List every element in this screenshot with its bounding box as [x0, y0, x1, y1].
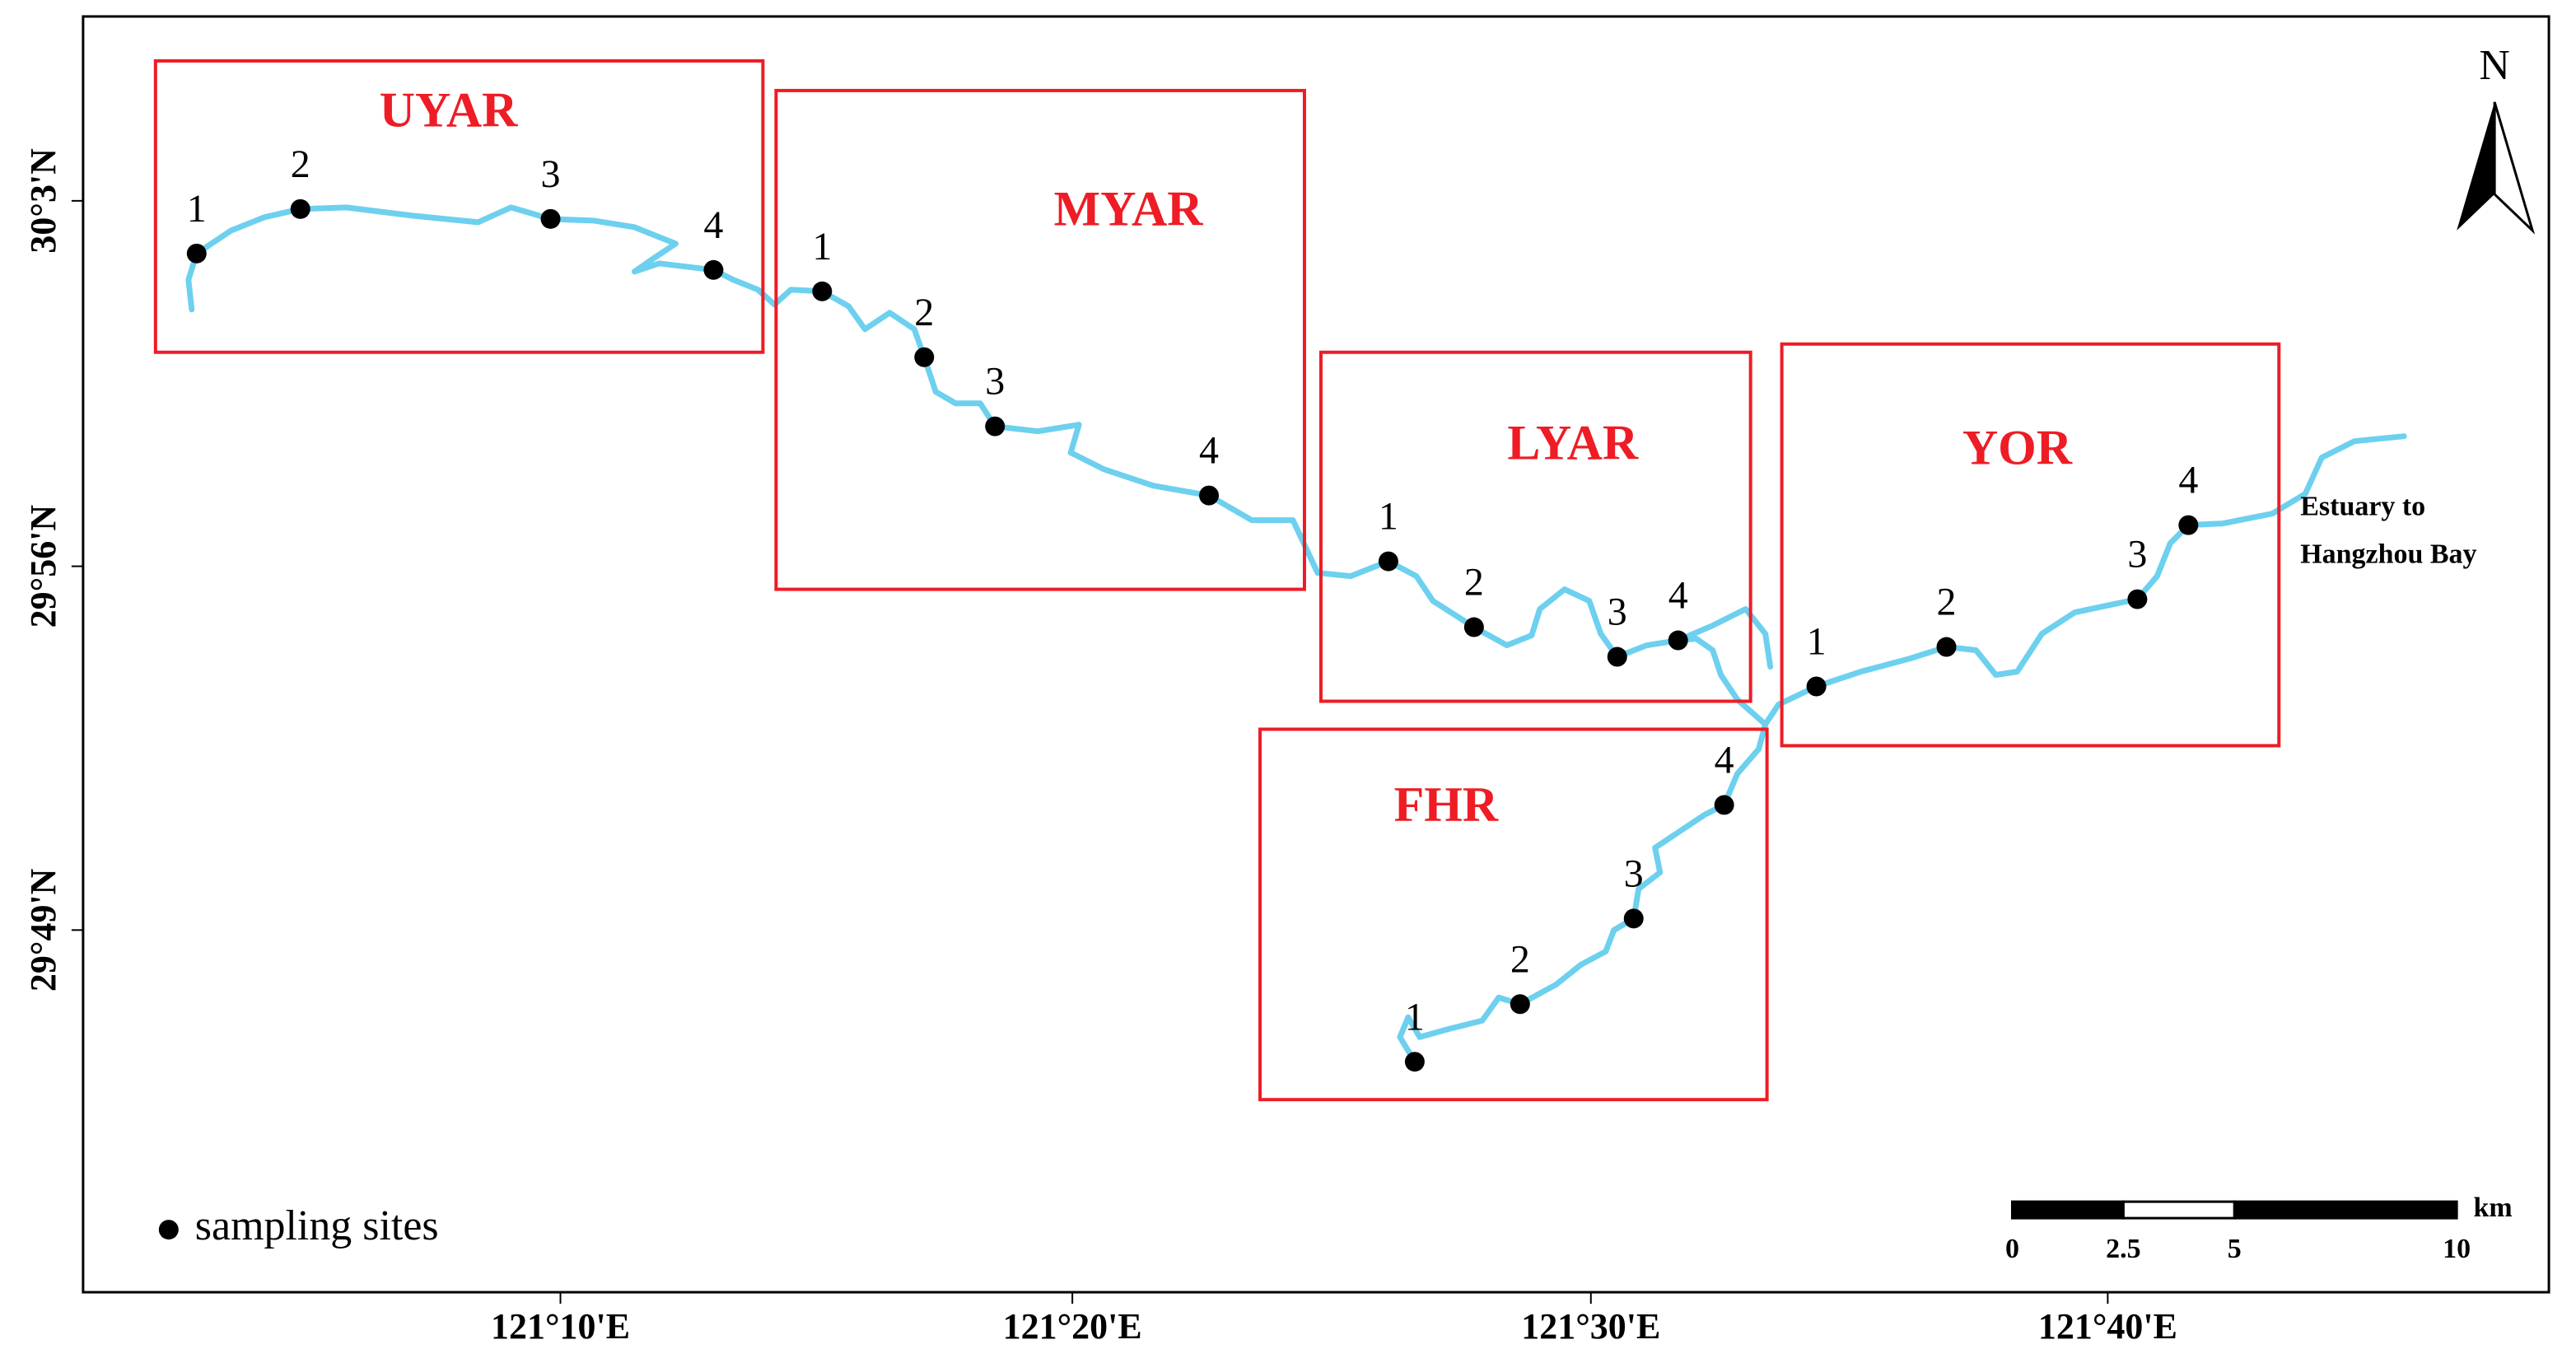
river-tributary — [1397, 636, 1769, 1065]
legend-label: sampling sites — [195, 1202, 439, 1249]
region-label: YOR — [1962, 420, 2073, 474]
region-box — [774, 88, 1306, 591]
region-box — [153, 58, 765, 354]
lon-label: 121°30'E — [1521, 1306, 1660, 1347]
region-label: MYAR — [1054, 182, 1204, 236]
site-label: 4 — [2178, 459, 2198, 502]
axes: 121°10'E 121°20'E 121°30'E 121°40'E 30°3'N 29… — [23, 148, 2177, 1347]
scale-unit: km — [2474, 1193, 2513, 1223]
sampling-site — [1404, 1052, 1425, 1072]
scale-tick-label: 10 — [2443, 1234, 2471, 1264]
site-label: 1 — [812, 225, 832, 268]
river — [185, 204, 1774, 670]
sampling-site — [290, 198, 310, 219]
sampling-site — [1623, 908, 1644, 929]
site-label: 2 — [914, 291, 934, 334]
site-label: 3 — [985, 360, 1005, 404]
scale-segment — [2010, 1200, 2125, 1220]
site-label: 4 — [1199, 429, 1219, 473]
site-label: 1 — [1379, 495, 1398, 539]
annotation-line: Estuary to — [2300, 491, 2425, 521]
sampling-site — [1806, 676, 1827, 697]
sampling-site — [1607, 646, 1627, 667]
sampling-site — [1463, 617, 1484, 637]
sampling-site — [1668, 630, 1688, 651]
site-label: 3 — [541, 152, 561, 196]
site-label: 2 — [1510, 937, 1530, 981]
lat-label: 29°56'N — [23, 505, 63, 628]
lon-label: 121°10'E — [491, 1306, 630, 1347]
sampling-site — [1199, 485, 1220, 506]
region-box — [1258, 727, 1769, 1102]
lat-label: 29°49'N — [23, 868, 63, 992]
north-label: N — [2479, 42, 2510, 89]
sampling-site — [985, 416, 1006, 436]
site-label: 1 — [1405, 995, 1425, 1039]
sampling-site — [703, 259, 724, 280]
sampling-site — [186, 243, 207, 264]
region-box — [1780, 342, 2281, 748]
sampling-site — [914, 347, 935, 367]
annotation-line: Hangzhou Bay — [2300, 539, 2476, 569]
sampling-site — [1510, 994, 1530, 1015]
site-label: 1 — [187, 187, 207, 231]
site-label: 1 — [1807, 620, 1827, 664]
sampling-site — [540, 208, 561, 229]
sampling-site — [812, 281, 833, 301]
river-lower — [1762, 433, 2407, 727]
site-label: 4 — [1668, 574, 1688, 618]
scale-tick-label: 0 — [2005, 1234, 2019, 1264]
lon-label: 121°20'E — [1003, 1306, 1142, 1347]
site-label: 2 — [291, 142, 310, 186]
scale-tick-label: 5 — [2228, 1234, 2242, 1264]
region-box — [1318, 350, 1752, 703]
site-label: 4 — [1715, 738, 1734, 782]
sampling-site — [2178, 515, 2199, 535]
north-arrow — [2457, 101, 2536, 235]
site-label: 3 — [1624, 852, 1644, 895]
lat-label: 30°3'N — [23, 148, 63, 254]
region-label: FHR — [1394, 777, 1499, 832]
site-label: 3 — [2127, 533, 2147, 576]
sampling-site — [1936, 637, 1957, 657]
site-label: 2 — [1464, 561, 1484, 604]
scale-segment — [2233, 1200, 2458, 1220]
scale-segment — [2121, 1200, 2236, 1220]
legend-marker — [158, 1220, 179, 1240]
lon-label: 121°40'E — [2038, 1306, 2177, 1347]
sampling-site — [1378, 551, 1398, 572]
map-frame — [82, 15, 2550, 1294]
region-label: LYAR — [1507, 415, 1639, 469]
sampling-site — [2127, 589, 2148, 609]
site-label: 2 — [1937, 581, 1957, 624]
region-label: UYAR — [380, 83, 518, 138]
scale-tick-label: 2.5 — [2106, 1234, 2140, 1264]
sampling-site — [1714, 795, 1734, 815]
site-label: 4 — [703, 203, 723, 247]
site-label: 3 — [1608, 590, 1627, 634]
